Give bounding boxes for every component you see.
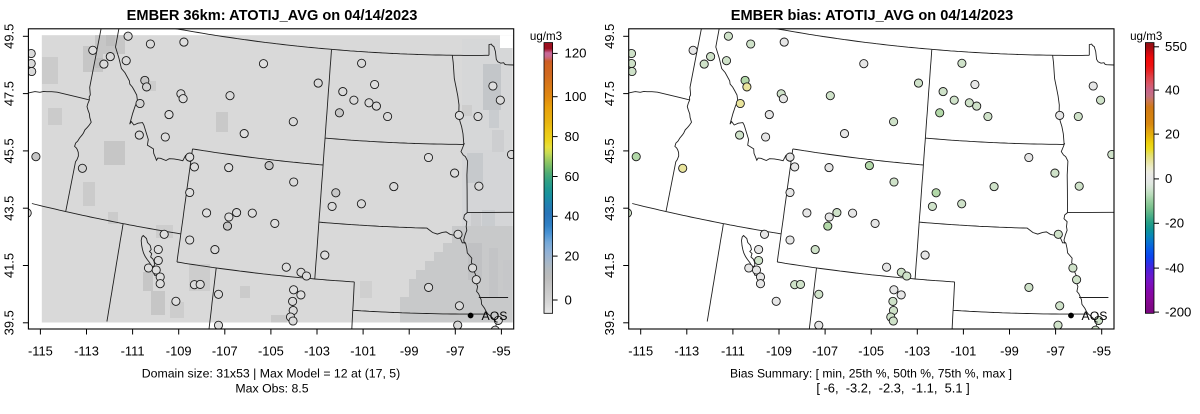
svg-text:-200: -200 [1165, 304, 1191, 319]
svg-text:-97: -97 [1046, 343, 1065, 358]
svg-text:-105: -105 [858, 343, 884, 358]
svg-text:-20: -20 [1165, 216, 1184, 231]
svg-text:39.5: 39.5 [2, 310, 17, 335]
svg-text:-40: -40 [1165, 260, 1184, 275]
svg-text:49.5: 49.5 [602, 24, 617, 49]
svg-text:-113: -113 [74, 343, 99, 358]
svg-text:AQS: AQS [1082, 309, 1108, 323]
svg-text:AQS: AQS [482, 309, 508, 323]
svg-text:47.5: 47.5 [2, 81, 17, 106]
svg-text:-99: -99 [1000, 343, 1019, 358]
svg-text:41.5: 41.5 [2, 253, 17, 278]
svg-text:EMBER 36km: ATOTIJ_AVG on 04/1: EMBER 36km: ATOTIJ_AVG on 04/14/2023 [127, 8, 418, 24]
svg-text:Bias Summary: [ min, 25th %, 5: Bias Summary: [ min, 25th %, 50th %, 75t… [730, 367, 1012, 381]
svg-text:49.5: 49.5 [2, 24, 17, 49]
svg-text:-111: -111 [721, 343, 745, 358]
svg-text:-95: -95 [1092, 343, 1111, 358]
svg-text:ug/m3: ug/m3 [530, 30, 562, 43]
svg-text:39.5: 39.5 [602, 310, 617, 335]
svg-text:[ -6, -3.2, -2.3, -1.1, 5.: [ -6, -3.2, -2.3, -1.1, 5.1 ] [816, 380, 969, 395]
svg-text:550: 550 [1165, 39, 1187, 54]
svg-text:Max Obs: 8.5: Max Obs: 8.5 [235, 381, 308, 395]
svg-text:41.5: 41.5 [602, 253, 617, 278]
svg-text:ug/m3: ug/m3 [1130, 30, 1162, 43]
svg-text:-109: -109 [166, 343, 192, 358]
svg-text:-107: -107 [812, 343, 838, 358]
svg-text:-109: -109 [766, 343, 792, 358]
svg-text:120: 120 [565, 46, 587, 61]
svg-text:-101: -101 [950, 343, 976, 358]
svg-text:-103: -103 [304, 343, 330, 358]
svg-text:-103: -103 [904, 343, 930, 358]
svg-text:0: 0 [565, 292, 572, 307]
svg-text:60: 60 [565, 169, 580, 184]
svg-text:45.5: 45.5 [2, 138, 17, 163]
svg-text:43.5: 43.5 [2, 196, 17, 221]
svg-text:40: 40 [565, 209, 580, 224]
svg-text:20: 20 [1165, 126, 1180, 141]
svg-text:100: 100 [565, 89, 587, 104]
svg-text:-115: -115 [628, 343, 653, 358]
svg-text:-97: -97 [446, 343, 465, 358]
svg-text:-105: -105 [258, 343, 284, 358]
svg-text:-113: -113 [674, 343, 699, 358]
svg-text:0: 0 [1165, 171, 1172, 186]
svg-text:45.5: 45.5 [602, 138, 617, 163]
svg-text:-111: -111 [121, 343, 145, 358]
svg-text:47.5: 47.5 [602, 81, 617, 106]
svg-text:20: 20 [565, 248, 580, 263]
svg-text:-99: -99 [400, 343, 419, 358]
svg-text:-107: -107 [212, 343, 238, 358]
svg-text:43.5: 43.5 [602, 196, 617, 221]
svg-text:80: 80 [565, 129, 580, 144]
svg-text:-115: -115 [28, 343, 53, 358]
svg-text:-101: -101 [350, 343, 376, 358]
svg-text:Domain size: 31x53 | Max Model: Domain size: 31x53 | Max Model = 12 at (… [142, 367, 400, 381]
svg-text:-95: -95 [492, 343, 511, 358]
svg-text:EMBER bias: ATOTIJ_AVG on 04/1: EMBER bias: ATOTIJ_AVG on 04/14/2023 [731, 8, 1014, 24]
svg-text:40: 40 [1165, 82, 1180, 97]
